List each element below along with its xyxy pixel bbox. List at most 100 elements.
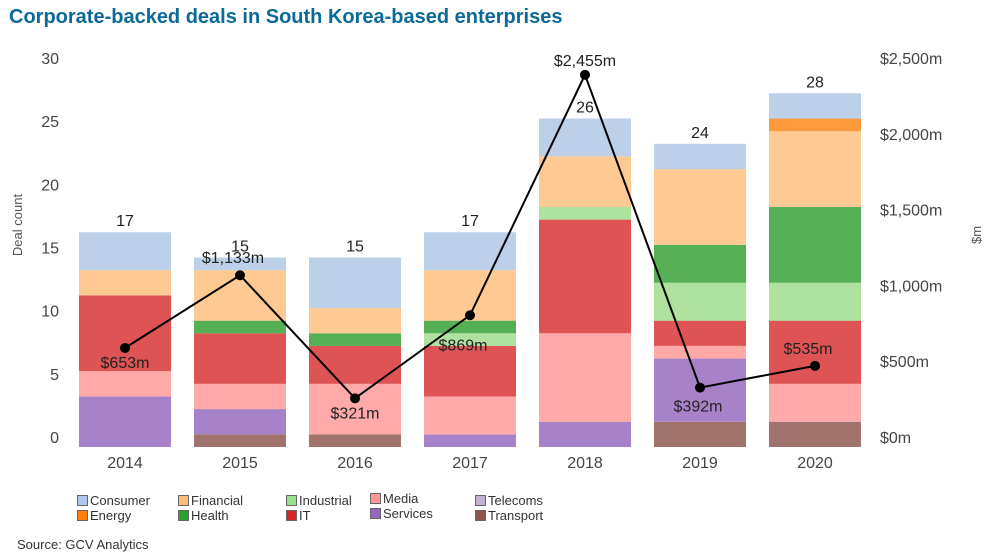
source-note: Source: GCV Analytics xyxy=(17,537,149,552)
bar-segment-financial xyxy=(309,308,401,334)
x-tick-label: 2018 xyxy=(567,455,603,472)
bar-segment-health xyxy=(194,320,286,334)
bar-segment-consumer xyxy=(654,143,746,170)
legend-swatch xyxy=(178,495,189,506)
x-tick-label: 2020 xyxy=(797,455,833,472)
legend-label: Financial xyxy=(191,493,244,508)
y2-tick-label: $2,000m xyxy=(880,127,942,144)
capital-point xyxy=(465,310,475,321)
bar-segment-it xyxy=(194,333,286,384)
bar-segment-health xyxy=(654,244,746,283)
bar-segment-consumer xyxy=(769,93,861,119)
bar-segment-health xyxy=(769,206,861,283)
legend-swatch xyxy=(286,510,297,521)
bar-segment-health xyxy=(424,320,516,334)
bar-segment-financial xyxy=(769,131,861,207)
bar-segment-services xyxy=(539,421,631,447)
bars xyxy=(79,93,861,447)
y-tick-label: 25 xyxy=(41,114,59,131)
bar-segment-industrial xyxy=(424,333,516,346)
legend-item-energy: Energy xyxy=(77,508,131,523)
bar-segment-financial xyxy=(79,270,171,296)
x-tick-label: 2015 xyxy=(222,455,258,472)
capital-labels: $653m $1,133m $321m $869m $2,455m $392m $535m xyxy=(101,53,833,423)
capital-label: $392m xyxy=(674,399,723,416)
capital-point xyxy=(695,382,705,393)
bar-segment-media xyxy=(424,396,516,435)
bar-segment-industrial xyxy=(539,206,631,220)
bar-segment-it xyxy=(79,295,171,372)
bar-segment-financial xyxy=(539,156,631,207)
y2-tick-label: $0m xyxy=(880,430,911,447)
bar-segment-transport xyxy=(194,434,286,447)
legend-label: Consumer xyxy=(90,493,150,508)
bar-segment-consumer xyxy=(309,257,401,309)
bar-segment-services xyxy=(194,409,286,435)
y2-axis-ticks: $0m $500m $1,000m $1,500m $2,000m $2,500m xyxy=(880,51,942,447)
bar-segment-it xyxy=(539,219,631,334)
bar-segment-health xyxy=(309,333,401,346)
legend-swatch xyxy=(475,510,486,521)
bar-segment-consumer xyxy=(424,232,516,271)
total-label: 26 xyxy=(576,100,594,117)
capital-point xyxy=(350,393,360,404)
bar-segment-it xyxy=(424,345,516,397)
bar-segment-industrial xyxy=(769,282,861,321)
y2-tick-label: $500m xyxy=(880,354,929,371)
capital-label: $869m xyxy=(439,337,488,354)
y2-axis-title: $m xyxy=(969,226,984,244)
bar-segment-media xyxy=(79,371,171,397)
bar-segment-media xyxy=(194,383,286,410)
bar-segment-services xyxy=(79,396,171,447)
capital-point xyxy=(810,360,820,371)
legend-label: Services xyxy=(383,506,433,521)
y-tick-label: 0 xyxy=(50,430,59,447)
total-label: 17 xyxy=(116,213,134,230)
legend-swatch xyxy=(286,495,297,506)
legend-label: Telecoms xyxy=(488,493,543,508)
chart-title: Corporate-backed deals in South Korea-ba… xyxy=(9,6,563,28)
legend-item-consumer: Consumer xyxy=(77,493,150,508)
y-axis-title: Deal count xyxy=(10,194,25,257)
bar-segment-media xyxy=(654,345,746,359)
legend-swatch xyxy=(475,495,486,506)
bar-segment-consumer xyxy=(79,232,171,271)
x-tick-label: 2016 xyxy=(337,455,373,472)
capital-label: $321m xyxy=(331,405,380,422)
capital-point xyxy=(235,270,245,281)
legend-item-telecoms: Telecoms xyxy=(475,493,543,508)
legend-item-health: Health xyxy=(178,508,229,523)
capital-point xyxy=(580,69,590,80)
bar-segment-it xyxy=(654,320,746,346)
legend-label: Transport xyxy=(488,508,544,523)
legend-swatch xyxy=(370,493,381,504)
legend-swatch xyxy=(178,510,189,521)
legend-item-it: IT xyxy=(286,508,311,523)
y-tick-label: 30 xyxy=(41,51,59,68)
bar-segment-services xyxy=(424,434,516,447)
total-label: 28 xyxy=(806,74,824,91)
legend-swatch xyxy=(77,495,88,506)
legend-item-financial: Financial xyxy=(178,493,243,508)
capital-line xyxy=(120,69,820,404)
bar-segment-media xyxy=(769,383,861,422)
x-axis-ticks: 2014 2015 2016 2017 2018 2019 2020 xyxy=(107,455,833,472)
total-labels: 17 15 15 17 26 24 28 xyxy=(116,74,824,255)
bar-segment-transport xyxy=(309,434,401,447)
bar-segment-consumer xyxy=(194,257,286,271)
legend-label: Industrial xyxy=(299,493,352,508)
capital-label: $535m xyxy=(784,341,833,358)
bar-segment-it xyxy=(769,320,861,384)
capital-label: $1,133m xyxy=(202,250,264,267)
bar-segment-media xyxy=(309,383,401,435)
y2-axis-label: $m xyxy=(969,226,984,244)
y2-tick-label: $1,000m xyxy=(880,278,942,295)
total-label: 15 xyxy=(231,239,249,256)
y-axis-ticks: 0 5 10 15 20 25 30 xyxy=(41,51,59,447)
total-label: 17 xyxy=(461,213,479,230)
x-tick-label: 2017 xyxy=(452,455,488,472)
capital-point xyxy=(120,343,130,354)
y-tick-label: 15 xyxy=(41,241,59,258)
bar-segment-transport xyxy=(654,421,746,447)
